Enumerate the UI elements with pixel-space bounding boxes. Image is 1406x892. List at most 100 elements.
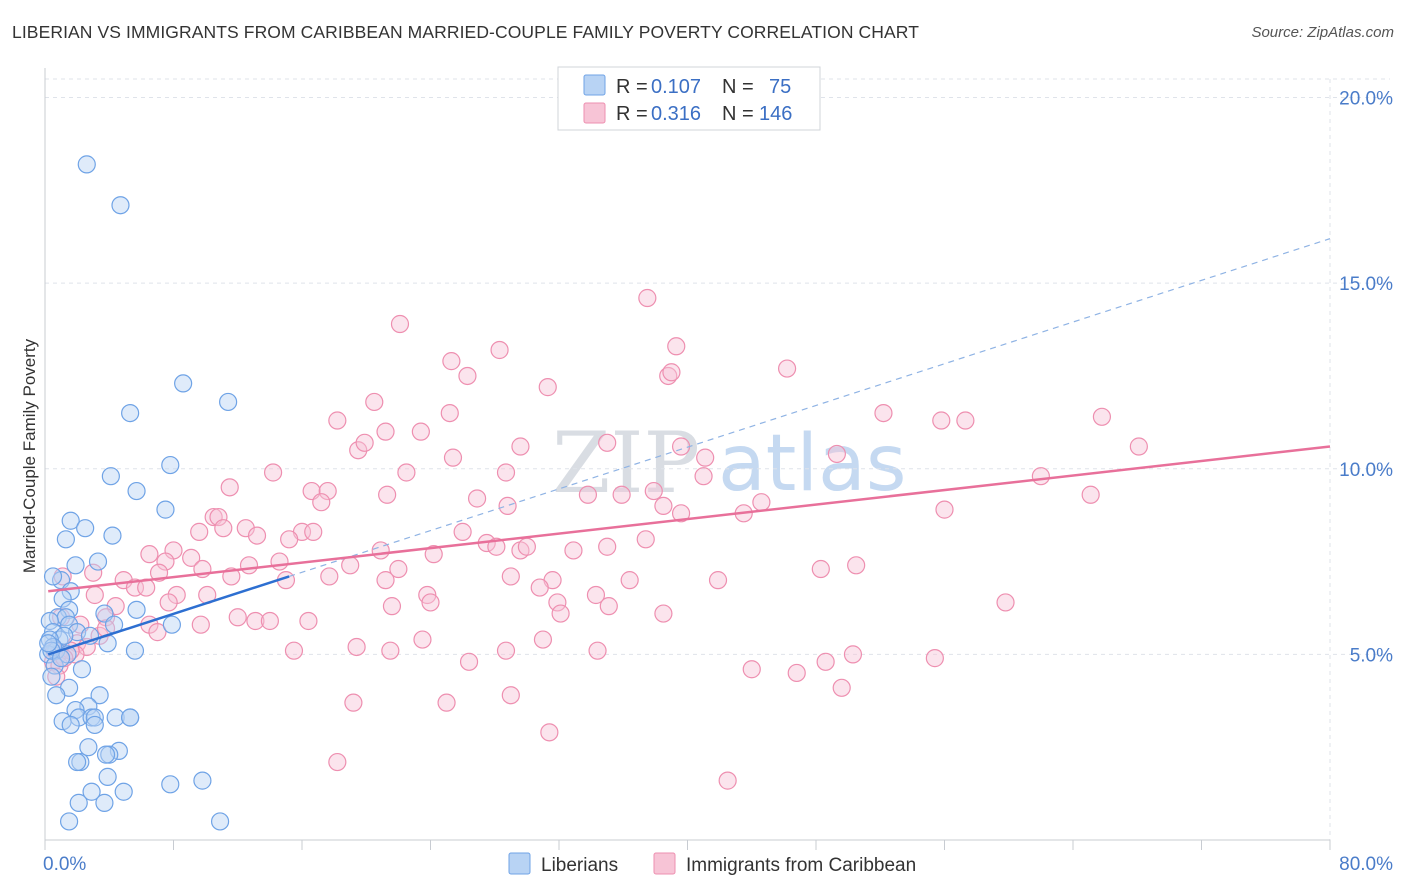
liberian-point-11 — [76, 519, 95, 538]
liberian-point-16 — [43, 567, 63, 586]
watermark-zip: ZIP — [552, 414, 700, 512]
x-tick-labels: 0.0% 80.0% — [43, 854, 1393, 875]
liberian-point-71 — [210, 812, 230, 831]
caribbean-point-56 — [636, 530, 655, 549]
liberian-point-52 — [106, 708, 125, 727]
caribbean-point-21 — [355, 433, 374, 452]
caribbean-point-112 — [299, 611, 318, 631]
liberian-point-3 — [219, 392, 238, 412]
caribbean-point-79 — [84, 563, 103, 582]
caribbean-point-71 — [182, 548, 201, 567]
caribbean-point-54 — [304, 522, 323, 541]
caribbean-point-18 — [1092, 407, 1112, 426]
caribbean-point-20 — [349, 441, 368, 460]
liberian-point-14 — [88, 552, 108, 571]
y-axis-title: Married-Couple Family Poverty — [20, 338, 39, 573]
caribbean-point-15 — [874, 403, 893, 423]
caribbean-point-146 — [501, 686, 520, 705]
caribbean-point-111 — [260, 611, 279, 631]
caribbean-point-81 — [149, 563, 169, 582]
caribbean-point-38 — [578, 485, 598, 504]
liberian-point-1 — [111, 196, 130, 215]
legend-r-label-caribbean: R = — [616, 103, 648, 125]
caribbean-point-85 — [376, 571, 395, 590]
caribbean-point-37 — [467, 489, 487, 508]
liberian-point-57 — [79, 738, 98, 757]
caribbean-point-67 — [424, 545, 443, 564]
liberian-point-66 — [82, 782, 101, 801]
liberian-point-62 — [68, 752, 87, 772]
legend-n-label-liberians: N = — [722, 76, 754, 98]
caribbean-point-17 — [956, 411, 975, 430]
liberian-point-0 — [77, 155, 96, 174]
caribbean-point-129 — [284, 641, 304, 660]
caribbean-point-35 — [318, 481, 337, 501]
liberian-point-4 — [121, 403, 140, 423]
caribbean-point-36 — [378, 485, 397, 504]
caribbean-point-62 — [517, 537, 536, 556]
liberian-point-42 — [42, 667, 61, 686]
caribbean-point-77 — [501, 567, 520, 586]
caribbean-point-3 — [667, 337, 686, 356]
liberian-point-10 — [56, 530, 75, 549]
liberian-point-28 — [162, 615, 181, 634]
y-tick-label-2: 15.0% — [1339, 274, 1393, 295]
liberian-point-44 — [47, 686, 66, 705]
caribbean-point-134 — [925, 649, 944, 668]
caribbean-point-40 — [644, 481, 663, 501]
caribbean-point-87 — [708, 571, 728, 590]
caribbean-point-105 — [654, 604, 673, 623]
liberian-point-8 — [156, 500, 175, 519]
caribbean-point-103 — [548, 593, 567, 612]
caribbean-point-74 — [270, 552, 289, 571]
caribbean-point-23 — [598, 433, 617, 452]
caribbean-point-143 — [832, 678, 851, 697]
caribbean-point-10 — [538, 378, 557, 397]
trend-lines — [47, 238, 1331, 656]
caribbean-point-29 — [397, 463, 416, 482]
watermark-atlas: atlas — [718, 419, 907, 509]
liberian-point-5 — [101, 467, 120, 486]
caribbean-point-4 — [442, 352, 461, 371]
caribbean-point-100 — [159, 593, 178, 612]
caribbean-point-101 — [382, 597, 402, 616]
liberian-point-45 — [90, 686, 109, 705]
liberian-point-68 — [69, 793, 88, 812]
correlation-legend: R = 0.107 N = 75 R = 0.316 N = 146 — [557, 66, 821, 131]
caribbean-point-73 — [239, 556, 259, 575]
y-tick-labels: 5.0% 10.0% 15.0% 20.0% — [1339, 89, 1393, 667]
caribbean-point-39 — [612, 485, 631, 504]
liberian-point-2 — [174, 374, 193, 393]
watermark: ZIP atlas — [552, 414, 907, 512]
caribbean-point-102 — [421, 593, 440, 612]
caribbean-point-43 — [654, 496, 673, 516]
chart-title: LIBERIAN VS IMMIGRANTS FROM CARIBBEAN MA… — [12, 22, 919, 42]
caribbean-point-49 — [190, 522, 209, 541]
caribbean-point-75 — [341, 556, 360, 575]
caribbean-point-52 — [247, 526, 267, 545]
caribbean-points — [43, 288, 1148, 790]
caribbean-point-89 — [620, 571, 639, 590]
legend-n-value-liberians: 75 — [769, 76, 791, 98]
caribbean-point-46 — [1081, 485, 1100, 504]
caribbean-point-32 — [1031, 467, 1050, 486]
caribbean-point-41 — [312, 493, 331, 512]
liberian-point-67 — [114, 782, 133, 801]
y-tick-label-3: 20.0% — [1339, 89, 1393, 110]
caribbean-point-76 — [389, 559, 408, 579]
liberian-point-39 — [125, 641, 145, 660]
legend-r-value-caribbean: 0.316 — [651, 103, 701, 125]
caribbean-point-138 — [459, 652, 479, 671]
caribbean-point-31 — [694, 467, 713, 486]
caribbean-point-48 — [209, 507, 228, 527]
caribbean-point-139 — [816, 652, 835, 671]
caribbean-point-45 — [935, 500, 954, 519]
caribbean-point-145 — [437, 693, 456, 712]
caribbean-point-28 — [263, 463, 283, 482]
caribbean-point-44 — [752, 493, 771, 512]
liberian-point-6 — [161, 455, 180, 475]
caribbean-point-140 — [742, 660, 761, 679]
legend-swatch-caribbean — [583, 102, 606, 124]
caribbean-point-16 — [932, 411, 951, 430]
caribbean-point-116 — [191, 615, 210, 634]
